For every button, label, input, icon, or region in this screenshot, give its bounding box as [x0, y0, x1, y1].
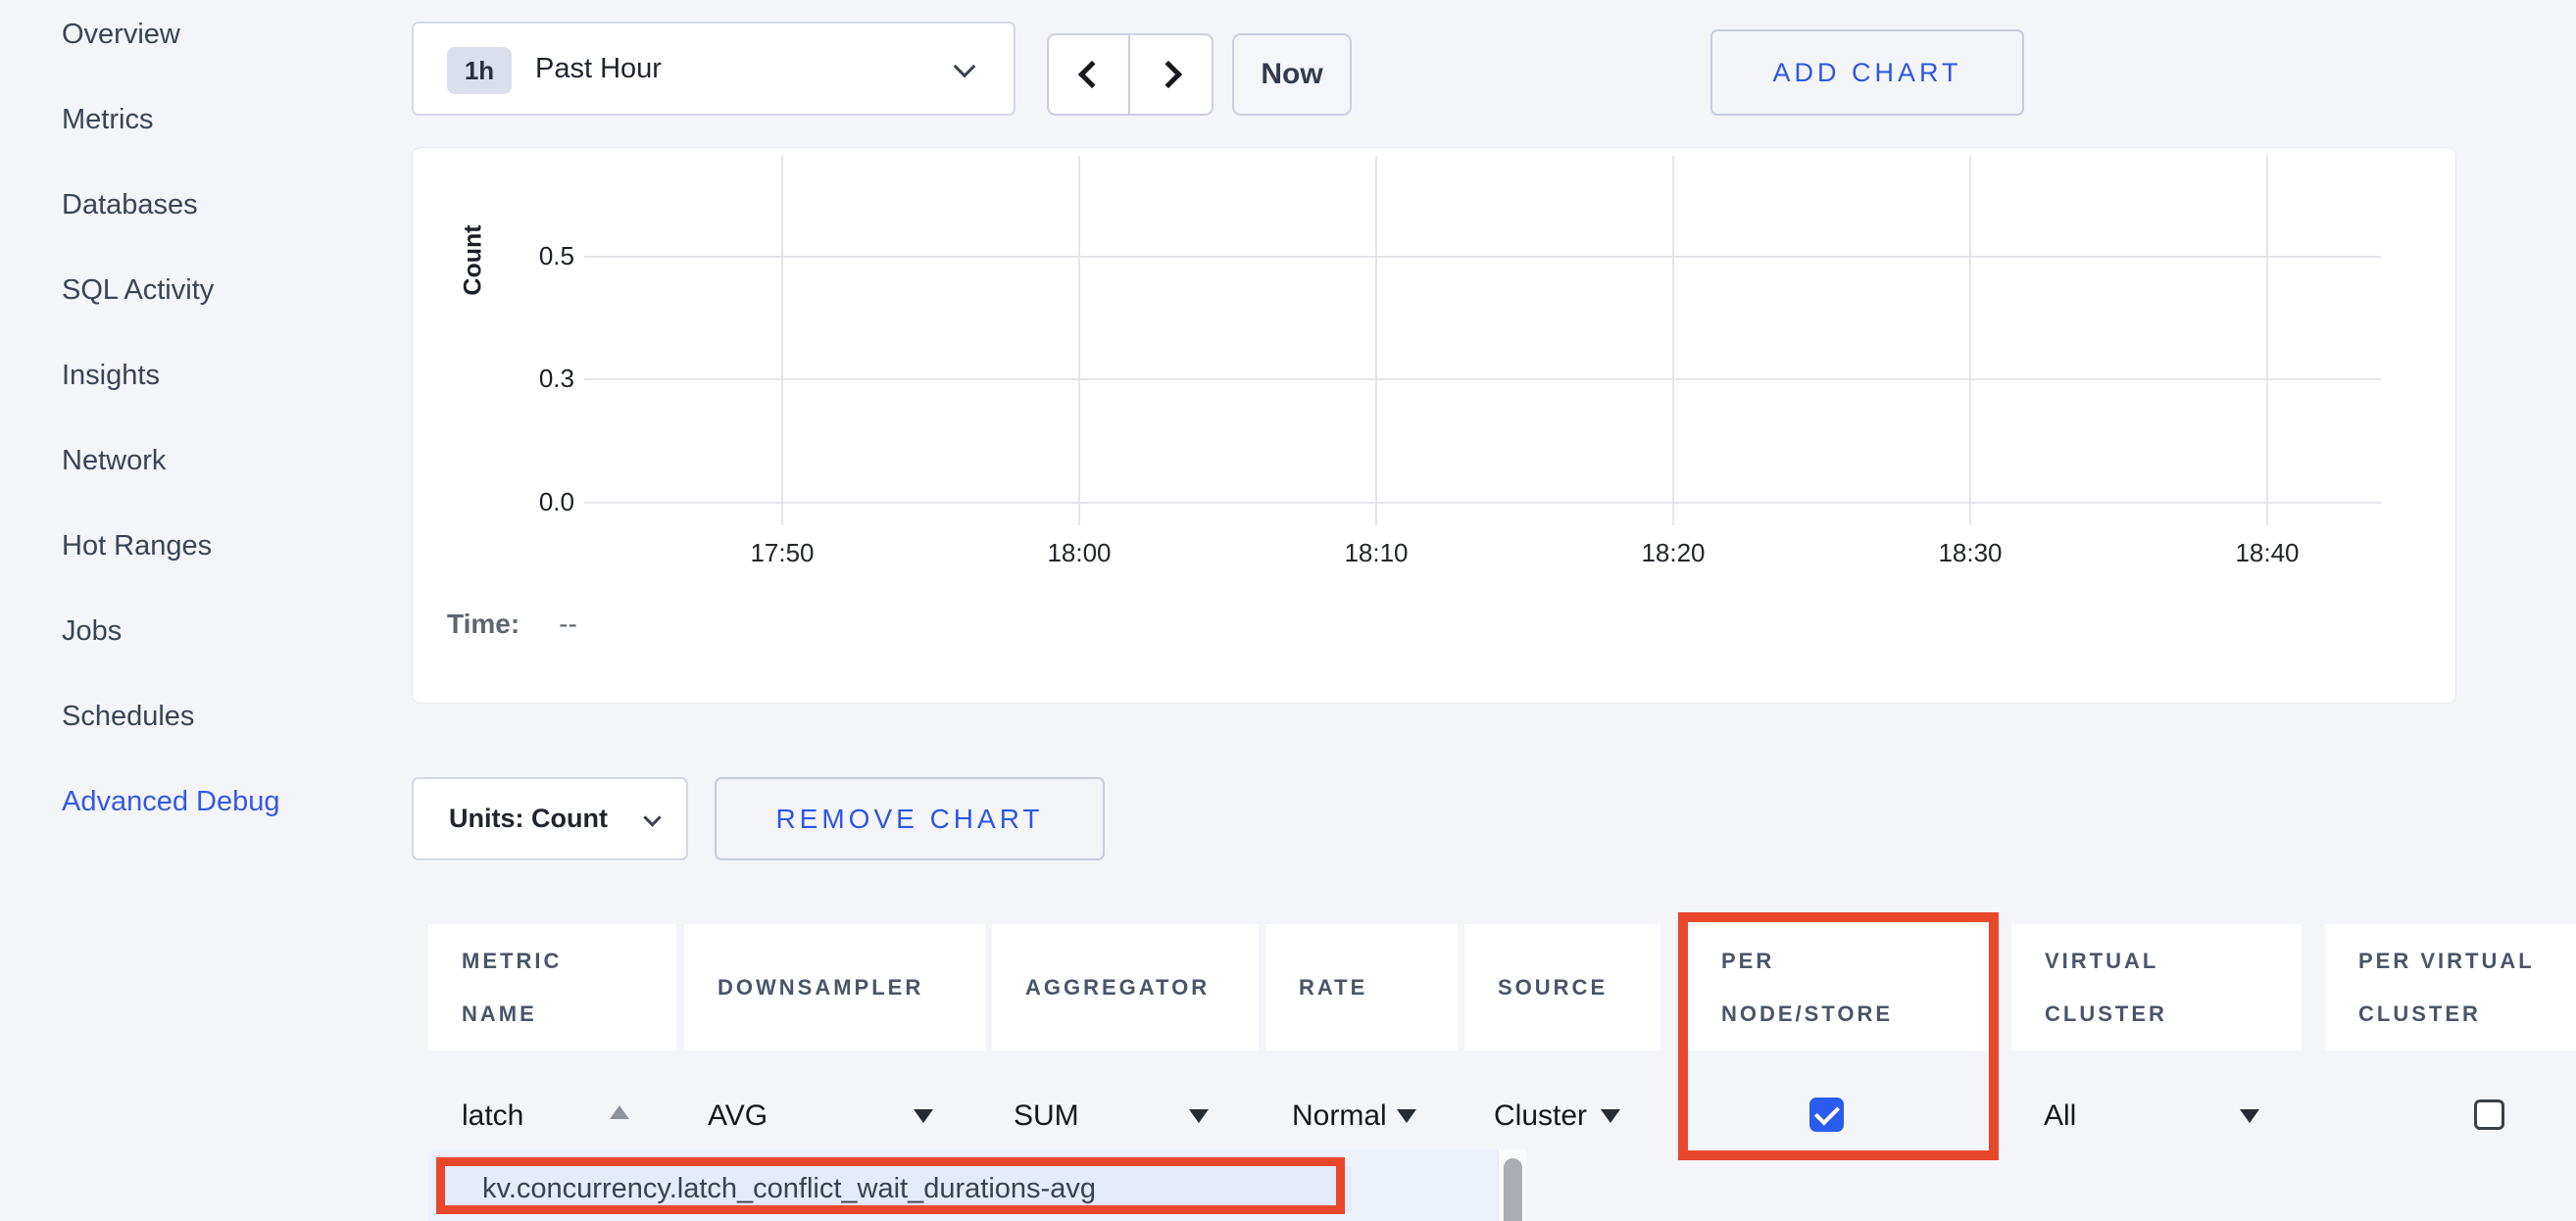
sidebar-item-insights[interactable]: Insights — [62, 359, 160, 391]
prev-time-button[interactable] — [1049, 35, 1130, 114]
chevron-down-icon — [953, 55, 976, 78]
metric-name-input[interactable]: latch — [462, 1099, 524, 1132]
now-button[interactable]: Now — [1232, 33, 1352, 116]
remove-chart-button[interactable]: REMOVE CHART — [715, 777, 1105, 860]
sidebar-item-sql-activity[interactable]: SQL Activity — [62, 273, 215, 306]
per-node-store-checkbox[interactable] — [1809, 1098, 1844, 1132]
time-readout-label: Time: — [447, 609, 520, 639]
source-select[interactable]: Cluster — [1494, 1099, 1588, 1132]
column-header-aggregator: AGGREGATOR — [992, 924, 1259, 1050]
sidebar-item-metrics[interactable]: Metrics — [62, 103, 154, 135]
sort-caret-up-icon — [610, 1105, 629, 1119]
sidebar-nav: Overview Metrics Databases SQL Activity … — [62, 15, 385, 867]
metric-suggestion-item[interactable]: kv.concurrency.latch_conflict_wait_durat… — [445, 1166, 1352, 1211]
gridline-vertical — [1969, 156, 1971, 525]
chevron-down-icon — [643, 808, 662, 827]
caret-down-icon — [914, 1109, 933, 1123]
sidebar-item-overview[interactable]: Overview — [62, 18, 180, 50]
caret-down-icon — [1601, 1109, 1620, 1123]
chevron-right-icon — [1154, 60, 1182, 89]
add-chart-button[interactable]: ADD CHART — [1710, 29, 2024, 116]
y-tick-0.0: 0.0 — [538, 487, 574, 516]
column-header-per-node-store: PER NODE/STORE — [1688, 924, 1992, 1050]
x-tick-1810: 18:10 — [1344, 538, 1409, 567]
gridline-horizontal — [584, 502, 2381, 504]
gridline-horizontal — [584, 378, 2381, 380]
column-header-downsampler: DOWNSAMPLER — [684, 924, 985, 1050]
y-tick-0.5: 0.5 — [538, 241, 574, 270]
virtual-cluster-select[interactable]: All — [2044, 1099, 2077, 1132]
metric-suggestion-label: kv.concurrency.latch_conflict_wait_durat… — [482, 1172, 1096, 1204]
column-header-virtual-cluster: VIRTUAL CLUSTER — [2011, 924, 2302, 1050]
metric-suggestions-dropdown: kv.concurrency.latch_conflict_wait_durat… — [428, 1149, 1526, 1221]
gridline-vertical — [2266, 156, 2268, 525]
dropdown-scrollbar[interactable] — [1498, 1149, 1526, 1221]
downsampler-select[interactable]: AVG — [708, 1099, 768, 1132]
custom-chart-card: Count 0.5 0.3 0.0 17:50 18:00 18:10 18:2… — [412, 147, 2456, 704]
aggregator-select[interactable]: SUM — [1014, 1099, 1079, 1132]
time-window-label: Past Hour — [535, 52, 662, 84]
gridline-horizontal — [584, 256, 2381, 258]
y-tick-0.3: 0.3 — [538, 364, 574, 393]
x-tick-1830: 18:30 — [1938, 538, 2003, 567]
time-window-select[interactable]: 1h Past Hour — [412, 22, 1016, 116]
gridline-vertical — [781, 156, 783, 525]
units-select[interactable]: Units: Count — [412, 777, 688, 860]
gridline-vertical — [1375, 156, 1377, 525]
column-header-metric-name: METRIC NAME — [428, 924, 676, 1050]
caret-down-icon — [2240, 1109, 2259, 1123]
y-axis-label: Count — [459, 224, 487, 296]
x-tick-1800: 18:00 — [1047, 538, 1112, 567]
gridline-vertical — [1672, 156, 1674, 525]
units-select-label: Units: Count — [449, 804, 608, 833]
dropdown-scrollbar-thumb[interactable] — [1504, 1158, 1522, 1221]
sidebar-item-advanced-debug[interactable]: Advanced Debug — [62, 785, 280, 817]
caret-down-icon — [1189, 1109, 1209, 1123]
next-time-button[interactable] — [1130, 35, 1212, 114]
sidebar-item-jobs[interactable]: Jobs — [62, 614, 123, 647]
hover-time-readout: Time: -- — [447, 609, 577, 640]
sidebar-item-hot-ranges[interactable]: Hot Ranges — [62, 529, 213, 562]
time-pager — [1047, 33, 1214, 116]
sidebar-item-schedules[interactable]: Schedules — [62, 700, 195, 732]
x-tick-1820: 18:20 — [1641, 538, 1706, 567]
column-header-rate: RATE — [1265, 924, 1458, 1050]
time-window-badge: 1h — [447, 47, 512, 94]
per-virtual-cluster-checkbox[interactable] — [2474, 1099, 2504, 1130]
sidebar-item-databases[interactable]: Databases — [62, 188, 198, 220]
caret-down-icon — [1397, 1109, 1416, 1123]
gridline-vertical — [1078, 156, 1080, 525]
sidebar-item-network[interactable]: Network — [62, 444, 167, 476]
x-tick-1840: 18:40 — [2235, 538, 2300, 567]
chevron-left-icon — [1077, 60, 1106, 89]
time-readout-value: -- — [559, 609, 577, 639]
rate-select[interactable]: Normal — [1292, 1099, 1387, 1132]
column-header-per-virtual-cluster: PER VIRTUAL CLUSTER — [2325, 924, 2576, 1050]
x-tick-1750: 17:50 — [750, 538, 815, 567]
column-header-source: SOURCE — [1464, 924, 1660, 1050]
